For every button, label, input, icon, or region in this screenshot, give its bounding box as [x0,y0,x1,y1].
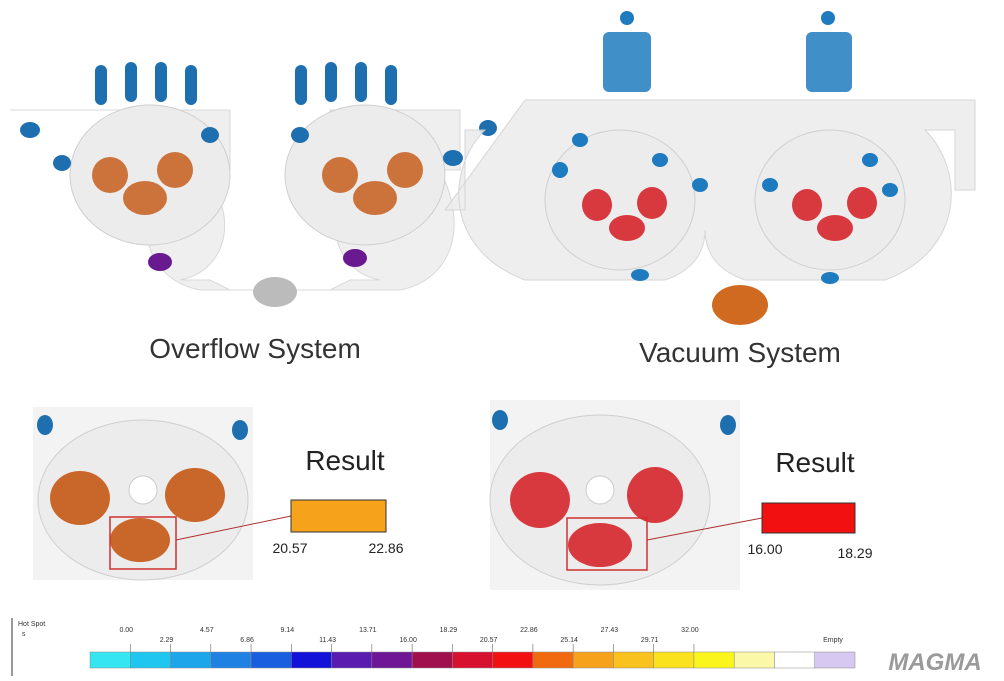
overflow-image [10,62,497,307]
result-title: Result [305,445,385,476]
vacuum-zoom [489,400,763,590]
scale-label: 4.57 [200,627,214,634]
scale-segment [693,651,735,669]
scale-segment [774,651,815,669]
scale-segment [532,651,574,669]
scale-label: 11.43 [319,637,336,644]
result-title: Result [775,447,855,478]
scale-segment [331,651,373,669]
scale-segment [170,651,212,669]
scale-segment [492,651,534,669]
range-low: 16.00 [747,541,782,557]
result-color [290,499,387,533]
scale-label: 0.00 [119,627,133,634]
scale-segment [613,651,654,669]
scale-segment [250,651,292,669]
caption: Vacuum System [639,337,841,368]
scale-label: 32.00 [681,627,699,634]
scale-segment [130,651,171,669]
scale-label: 22.86 [520,627,538,634]
scale-segment [371,651,413,669]
caption: Overflow System [149,333,361,364]
legend-title: Hot Spot [18,621,45,628]
scale-label: 29.71 [641,637,659,644]
scale-label: 18.29 [440,627,458,634]
range-low: 20.57 [272,540,307,556]
scale-segment [814,651,856,669]
scale-segment [89,651,131,669]
range-high: 18.29 [837,545,872,561]
scale-segment [653,651,695,669]
scale-label: 13.71 [359,627,377,634]
scale-label: 9.14 [281,627,295,634]
range-high: 22.86 [368,540,403,556]
scale-label: 20.57 [480,637,498,644]
scale-segment [733,651,775,669]
scale-segment [411,651,453,669]
scale-label: 6.86 [240,637,254,644]
scale-segment [291,651,332,669]
scale-label: 27.43 [601,627,619,634]
vacuum-image [444,11,976,325]
scale-segment [210,651,252,669]
scale-label: 16.00 [399,637,417,644]
legend-end: Empty [823,637,843,644]
scale-label: 2.29 [160,637,174,644]
scale-segment [452,651,493,669]
scale-segment [572,651,614,669]
logo: MAGMA [888,649,981,676]
color-scale: 0.00 2.29 4.57 6.86 9.14 11.43 13.71 16.00 18.29… [89,627,856,669]
overflow-zoom [33,407,292,581]
scale-label: 25.14 [560,637,578,644]
legend-title: s [22,631,26,638]
result-color [761,502,856,534]
